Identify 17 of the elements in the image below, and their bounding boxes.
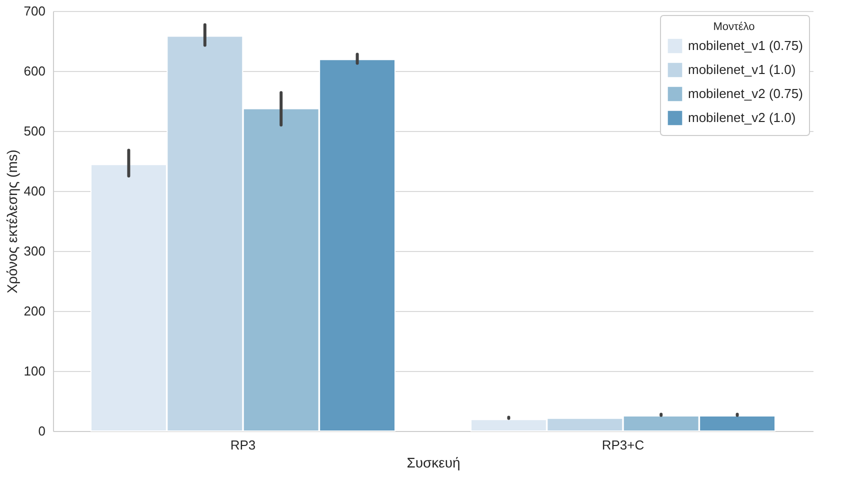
legend-label: mobilenet_v2 (1.0) xyxy=(688,110,796,125)
legend-label: mobilenet_v1 (0.75) xyxy=(688,38,803,53)
x-axis-title: Συσκευή xyxy=(406,454,460,470)
legend-title: Μοντέλο xyxy=(713,21,755,33)
legend-label: mobilenet_v1 (1.0) xyxy=(688,62,796,77)
y-tick-label: 600 xyxy=(24,64,46,78)
y-tick-label: 500 xyxy=(24,124,46,138)
y-axis-title: Χρόνος εκτέλεσης (ms) xyxy=(4,150,20,294)
y-tick-label: 0 xyxy=(38,424,46,438)
y-tick-label: 400 xyxy=(24,184,46,198)
legend-label: mobilenet_v2 (0.75) xyxy=(688,86,803,101)
x-tick-label: RP3 xyxy=(230,438,256,452)
x-tick-label: RP3+C xyxy=(602,438,644,452)
y-tick-label: 100 xyxy=(24,364,46,378)
y-tick-label: 200 xyxy=(24,304,46,318)
y-tick-label: 300 xyxy=(24,244,46,258)
y-tick-label: 700 xyxy=(24,4,46,18)
